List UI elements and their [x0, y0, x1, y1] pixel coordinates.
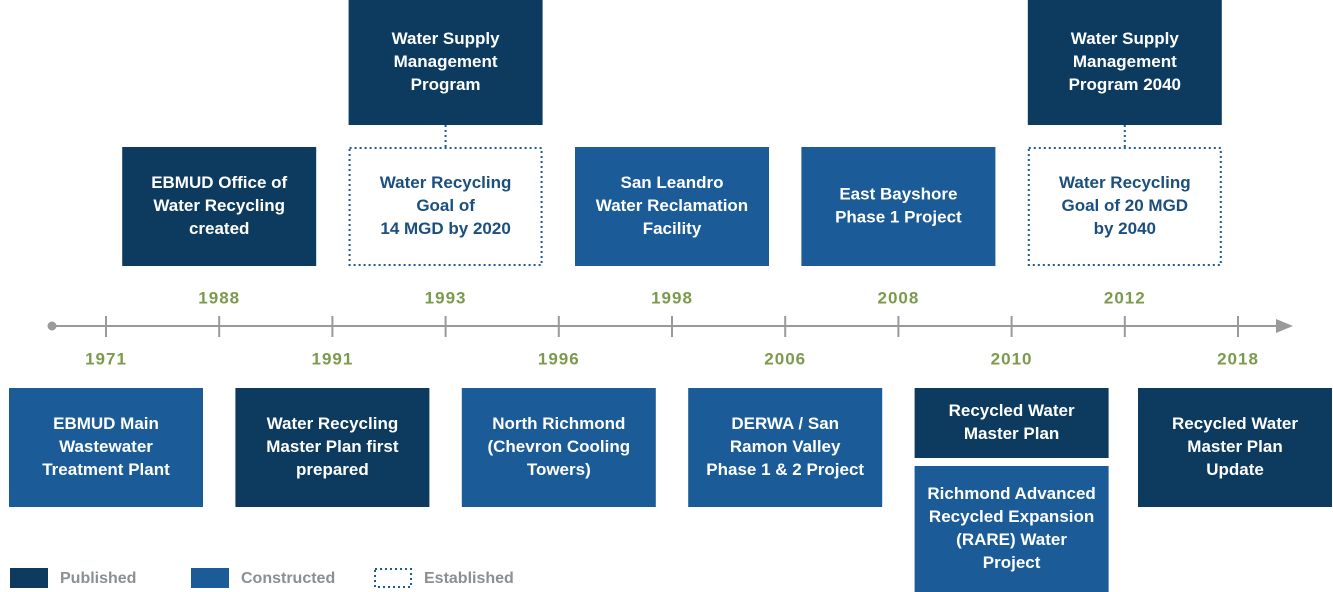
event-text: EBMUD Main: [53, 414, 159, 433]
event-text: Program: [411, 75, 481, 94]
event-text: 14 MGD by 2020: [380, 219, 510, 238]
event-text: Water Supply: [1071, 29, 1180, 48]
year-label: 2006: [764, 349, 806, 368]
event-text: by 2040: [1094, 219, 1156, 238]
event-text: DERWA / San: [731, 414, 839, 433]
event-text: San Leandro: [621, 173, 724, 192]
year-label: 2018: [1217, 349, 1259, 368]
event-text: (RARE) Water: [956, 530, 1067, 549]
event-text: Recycled Water: [1172, 414, 1298, 433]
event-text: Goal of 20 MGD: [1062, 196, 1189, 215]
axis-start: [47, 321, 57, 331]
event-text: Water Recycling: [267, 414, 399, 433]
event-text: Recycled Water: [949, 401, 1075, 420]
year-label: 2008: [877, 288, 919, 307]
year-label: 2010: [991, 349, 1033, 368]
event-box: [575, 147, 769, 266]
event-text: Water Supply: [392, 29, 501, 48]
event-text: Program 2040: [1069, 75, 1181, 94]
event-text: Water Reclamation: [596, 196, 748, 215]
event-text: Phase 1 Project: [835, 207, 962, 226]
legend-label: Published: [60, 570, 136, 587]
event-text: Management: [394, 52, 498, 71]
event-text: Management: [1073, 52, 1177, 71]
event-box: [914, 466, 1109, 592]
event-text: (Chevron Cooling: [487, 437, 630, 456]
axis-arrow: [1276, 319, 1293, 333]
event-text: Recycled Expansion: [929, 507, 1094, 526]
event-text: Master Plan: [1187, 437, 1282, 456]
event-box: [914, 388, 1109, 458]
legend-swatch: [374, 568, 412, 588]
year-label: 1993: [425, 288, 467, 307]
event-text: East Bayshore: [839, 184, 957, 203]
event-text: Water Recycling: [1059, 173, 1191, 192]
event-text: Ramon Valley: [730, 437, 841, 456]
event-text: Water Recycling: [153, 196, 285, 215]
year-label: 1988: [198, 288, 240, 307]
event-text: prepared: [296, 460, 369, 479]
legend-swatch: [191, 568, 229, 588]
event-box: [122, 147, 317, 266]
event-text: Master Plan: [964, 424, 1059, 443]
event-text: Facility: [643, 219, 702, 238]
legend-label: Constructed: [241, 570, 335, 587]
event-text: Master Plan first: [266, 437, 399, 456]
event-text: Phase 1 & 2 Project: [706, 460, 864, 479]
year-label: 1971: [85, 349, 127, 368]
event-text: Richmond Advanced: [927, 484, 1095, 503]
event-box-dotted: [348, 147, 543, 266]
event-box: [348, 0, 543, 125]
event-text: EBMUD Office of: [151, 173, 287, 192]
legend-swatch: [10, 568, 48, 588]
year-label: 1998: [651, 288, 693, 307]
year-label: 2012: [1104, 288, 1146, 307]
year-label: 1991: [311, 349, 353, 368]
event-box: [461, 388, 656, 507]
event-box: [688, 388, 883, 507]
event-box-dotted: [1027, 147, 1222, 266]
event-box: [9, 388, 203, 507]
event-box: [801, 147, 996, 266]
event-text: Update: [1206, 460, 1264, 479]
event-text: Project: [983, 553, 1041, 572]
event-box: [1138, 388, 1332, 507]
event-text: Wastewater: [59, 437, 153, 456]
event-text: Towers): [527, 460, 591, 479]
event-box: [235, 388, 430, 507]
year-label: 1996: [538, 349, 580, 368]
legend-label: Established: [424, 570, 514, 587]
event-text: created: [189, 219, 249, 238]
event-box: [1027, 0, 1222, 125]
event-text: Treatment Plant: [42, 460, 170, 479]
event-text: Goal of: [416, 196, 475, 215]
event-text: North Richmond: [492, 414, 625, 433]
event-text: Water Recycling: [380, 173, 512, 192]
